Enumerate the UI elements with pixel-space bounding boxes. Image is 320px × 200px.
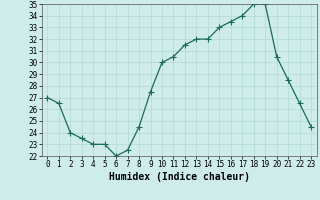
- X-axis label: Humidex (Indice chaleur): Humidex (Indice chaleur): [109, 172, 250, 182]
